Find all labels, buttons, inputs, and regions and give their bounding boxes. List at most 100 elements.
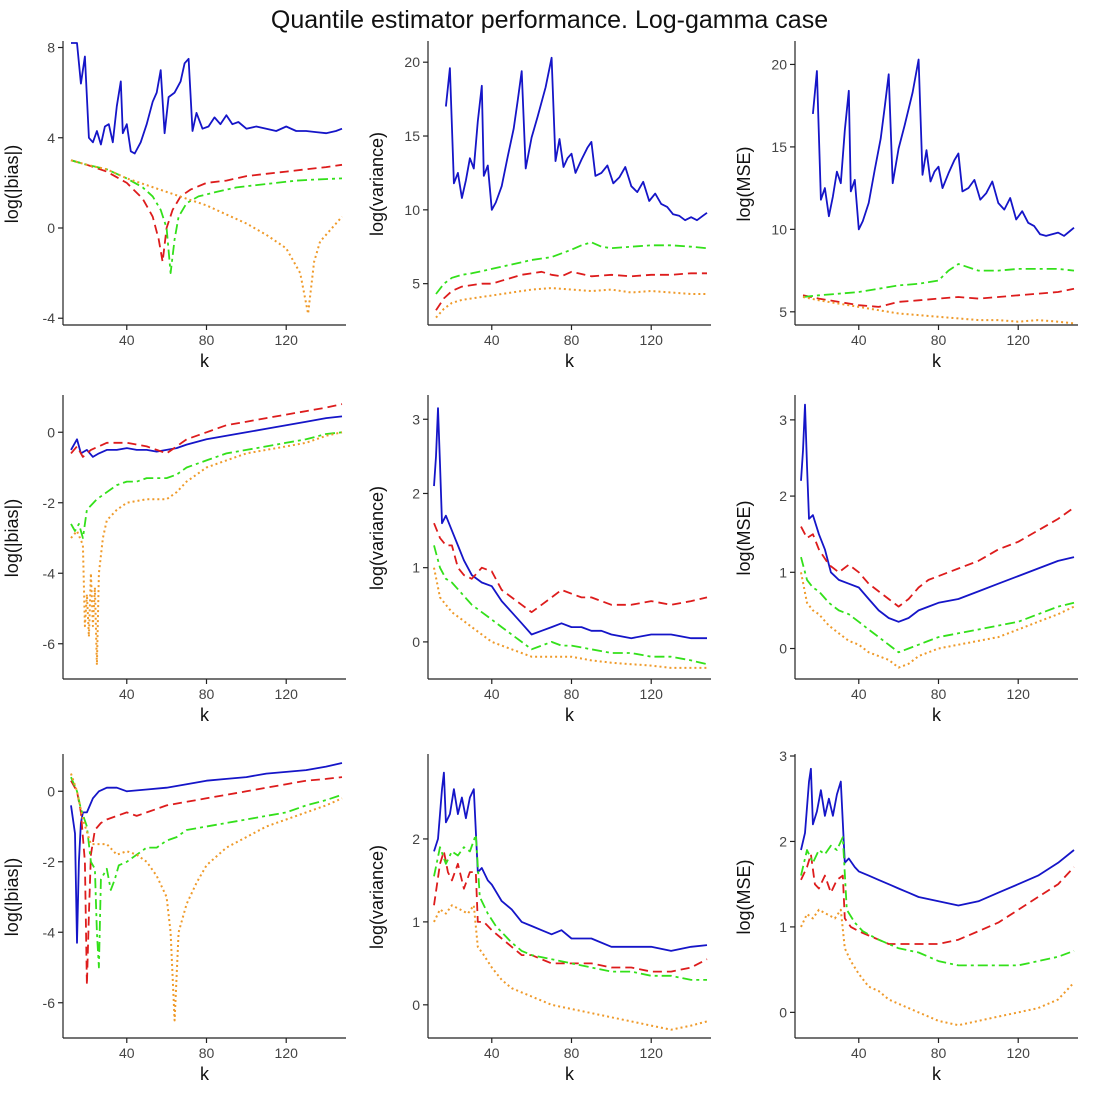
series-dotdash-line bbox=[433, 833, 707, 981]
panel-2-2: 40 80 120 0 1 2 3 k log(variance) bbox=[367, 395, 711, 725]
series-dotted-line bbox=[433, 904, 708, 1031]
series-group bbox=[802, 58, 1075, 325]
series-dotdash-line bbox=[800, 556, 1075, 654]
y-tick-label: 2 bbox=[412, 485, 420, 501]
x-axis-label: k bbox=[565, 1064, 575, 1084]
x-tick-label: 80 bbox=[564, 332, 580, 348]
series-group bbox=[435, 56, 708, 319]
x-axis-label: k bbox=[200, 1064, 210, 1084]
series-group bbox=[433, 771, 708, 1031]
y-tick-label: 3 bbox=[412, 411, 420, 427]
series-solid-line bbox=[800, 403, 1075, 623]
series-group bbox=[70, 762, 343, 1022]
x-tick-label: 80 bbox=[199, 332, 215, 348]
series-dotdash-line bbox=[70, 776, 343, 969]
y-tick-label: -4 bbox=[43, 310, 56, 326]
x-tick-label: 120 bbox=[275, 332, 299, 348]
series-group bbox=[800, 767, 1075, 1027]
y-axis-label: log(MSE) bbox=[734, 146, 754, 221]
series-dotted-line bbox=[435, 287, 707, 319]
y-tick-label: 4 bbox=[47, 130, 55, 146]
x-tick-label: 80 bbox=[199, 1045, 215, 1061]
y-tick-label: 2 bbox=[412, 831, 420, 847]
x-axis-label: k bbox=[200, 705, 210, 725]
series-dotted-line bbox=[800, 908, 1075, 1027]
x-axis-label: k bbox=[565, 705, 575, 725]
y-tick-label: 3 bbox=[779, 748, 787, 764]
y-tick-label: 15 bbox=[404, 128, 420, 144]
x-axis-label: k bbox=[565, 351, 575, 371]
y-tick-label: 2 bbox=[779, 488, 787, 504]
x-tick-label: 80 bbox=[931, 1045, 947, 1061]
x-axis-label: k bbox=[200, 351, 210, 371]
y-tick-label: 8 bbox=[47, 40, 55, 56]
series-dotdash-line bbox=[433, 545, 708, 666]
series-group bbox=[800, 403, 1075, 669]
series-group bbox=[433, 407, 708, 669]
y-axis-label: log(|bias|) bbox=[2, 858, 22, 936]
panel-3-1: 40 80 120 -6 -4 -2 0 k log(|bias|) bbox=[2, 754, 346, 1084]
series-dotted-line bbox=[70, 159, 343, 315]
series-dotdash-line bbox=[70, 431, 343, 539]
x-tick-label: 120 bbox=[275, 1045, 299, 1061]
x-tick-label: 40 bbox=[851, 686, 867, 702]
y-tick-label: 20 bbox=[771, 56, 787, 72]
panel-2-3: 40 80 120 0 1 2 3 k log(MSE) bbox=[734, 395, 1078, 725]
series-dotdash-line bbox=[435, 241, 708, 295]
figure-title: Quantile estimator performance. Log-gamm… bbox=[271, 6, 828, 34]
y-tick-label: 10 bbox=[771, 221, 787, 237]
x-tick-label: 40 bbox=[484, 1045, 500, 1061]
y-tick-label: 0 bbox=[412, 634, 420, 650]
y-tick-label: 1 bbox=[412, 560, 420, 576]
series-group bbox=[70, 42, 343, 315]
x-tick-label: 80 bbox=[931, 686, 947, 702]
series-dashed-line bbox=[433, 522, 708, 614]
x-tick-label: 120 bbox=[275, 686, 299, 702]
y-axis-label: log(variance) bbox=[367, 486, 387, 590]
x-axis-label: k bbox=[932, 351, 942, 371]
panel-3-2: 40 80 120 0 1 2 k log(variance) bbox=[367, 754, 711, 1084]
series-dotted-line bbox=[802, 296, 1075, 325]
series-group bbox=[70, 403, 343, 666]
y-tick-label: 1 bbox=[412, 914, 420, 930]
panel-1-3: 40 80 120 5 10 15 20 k log(MSE) bbox=[734, 41, 1078, 371]
y-tick-label: -4 bbox=[43, 565, 56, 581]
series-dotdash-line bbox=[802, 263, 1075, 298]
series-dotted-line bbox=[70, 773, 343, 1022]
x-tick-label: 40 bbox=[119, 332, 135, 348]
series-solid-line bbox=[445, 56, 708, 222]
series-dotdash-line bbox=[800, 836, 1075, 967]
series-dashed-line bbox=[435, 270, 707, 311]
series-dashed-line bbox=[800, 506, 1075, 608]
x-tick-label: 40 bbox=[484, 686, 500, 702]
x-tick-label: 40 bbox=[119, 686, 135, 702]
y-tick-label: 0 bbox=[47, 783, 55, 799]
series-solid-line bbox=[433, 771, 708, 952]
x-tick-label: 80 bbox=[564, 686, 580, 702]
series-solid-line bbox=[800, 767, 1075, 907]
x-tick-label: 40 bbox=[851, 332, 867, 348]
y-axis-label: log(MSE) bbox=[734, 500, 754, 575]
y-axis-label: log(|bias|) bbox=[2, 499, 22, 577]
series-dashed-line bbox=[70, 776, 343, 986]
series-dashed-line bbox=[70, 159, 343, 263]
x-tick-label: 120 bbox=[640, 332, 664, 348]
x-axis-label: k bbox=[932, 1064, 942, 1084]
y-tick-label: -2 bbox=[43, 495, 56, 511]
series-dotted-line bbox=[70, 431, 343, 666]
y-tick-label: 5 bbox=[779, 304, 787, 320]
x-tick-label: 120 bbox=[1007, 686, 1031, 702]
series-dashed-line bbox=[433, 850, 708, 973]
x-tick-label: 80 bbox=[931, 332, 947, 348]
series-solid-line bbox=[70, 762, 343, 944]
y-tick-label: 0 bbox=[779, 641, 787, 657]
x-tick-label: 80 bbox=[564, 1045, 580, 1061]
x-tick-label: 120 bbox=[1007, 1045, 1031, 1061]
y-tick-label: -2 bbox=[43, 854, 56, 870]
y-tick-label: -6 bbox=[43, 636, 56, 652]
x-tick-label: 80 bbox=[199, 686, 215, 702]
series-dotdash-line bbox=[70, 159, 343, 274]
series-dotted-line bbox=[433, 567, 707, 669]
panel-3-3: 40 80 120 0 1 2 3 k log(MSE) bbox=[734, 748, 1078, 1084]
x-tick-label: 120 bbox=[640, 686, 664, 702]
